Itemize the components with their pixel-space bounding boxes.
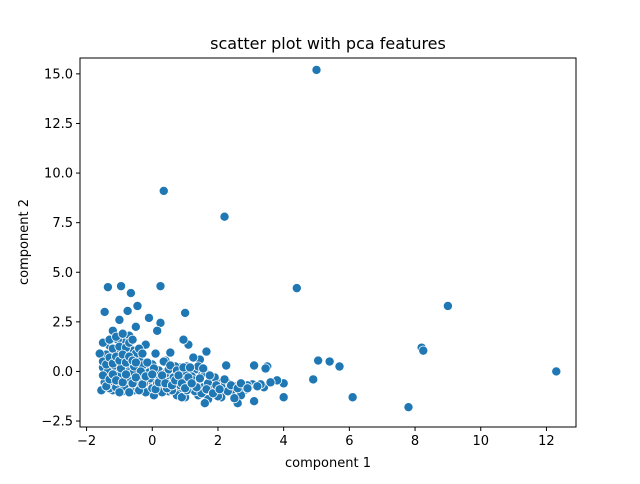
y-tick-label: 0.0	[52, 365, 73, 380]
scatter-point	[131, 373, 140, 382]
x-tick-label: 6	[345, 434, 353, 449]
scatter-point	[148, 370, 157, 379]
scatter-point	[156, 282, 165, 291]
scatter-point	[309, 375, 318, 384]
y-tick-label: 15.0	[44, 67, 73, 82]
scatter-point	[100, 307, 109, 316]
scatter-point	[131, 358, 140, 367]
scatter-point	[404, 403, 413, 412]
scatter-point	[335, 362, 344, 371]
scatter-point	[220, 212, 229, 221]
x-tick-label: 10	[472, 434, 489, 449]
y-axis-ticks: −2.5 0.0 2.5 5.0 7.5 10.0 12.5 15.0	[41, 67, 80, 429]
scatter-point	[166, 348, 175, 357]
scatter-point	[144, 313, 153, 322]
x-tick-label: 0	[148, 434, 156, 449]
y-tick-label: −2.5	[41, 415, 73, 430]
scatter-point	[121, 370, 130, 379]
y-tick-label: 2.5	[52, 315, 73, 330]
scatter-point	[103, 283, 112, 292]
y-tick-label: 7.5	[52, 216, 73, 231]
x-tick-label: 8	[411, 434, 419, 449]
scatter-point	[348, 393, 357, 402]
points-layer	[95, 65, 561, 411]
x-tick-label: −2	[77, 434, 96, 449]
scatter-point	[199, 364, 208, 373]
scatter-point	[266, 378, 275, 387]
scatter-point	[314, 356, 323, 365]
scatter-point	[189, 353, 198, 362]
scatter-point	[138, 349, 147, 358]
scatter-point	[187, 379, 196, 388]
scatter-point	[552, 367, 561, 376]
scatter-point	[253, 382, 262, 391]
scatter-point	[200, 399, 209, 408]
scatter-point	[126, 288, 135, 297]
scatter-point	[195, 374, 204, 383]
scatter-point	[131, 322, 140, 331]
y-tick-label: 12.5	[44, 117, 73, 132]
scatter-point	[419, 346, 428, 355]
scatter-point	[261, 364, 270, 373]
scatter-point	[443, 301, 452, 310]
scatter-point	[181, 308, 190, 317]
scatter-point	[123, 306, 132, 315]
x-tick-label: 12	[538, 434, 555, 449]
scatter-point	[115, 388, 124, 397]
scatter-point	[292, 284, 301, 293]
y-axis-label: component 2	[17, 199, 32, 285]
scatter-point	[279, 393, 288, 402]
scatter-point	[133, 301, 142, 310]
scatter-point	[243, 384, 252, 393]
scatter-point	[202, 347, 211, 356]
x-axis-ticks: −2 0 2 4 6 8 10 12	[77, 427, 555, 449]
scatter-point	[312, 65, 321, 74]
scatter-point	[115, 315, 124, 324]
scatter-point	[325, 357, 334, 366]
scatter-point	[249, 361, 258, 370]
scatter-point	[128, 335, 137, 344]
scatter-point	[116, 282, 125, 291]
scatter-point	[215, 385, 224, 394]
scatter-point	[179, 335, 188, 344]
x-tick-label: 2	[214, 434, 222, 449]
scatter-point	[125, 388, 134, 397]
scatter-point	[230, 394, 239, 403]
y-tick-label: 5.0	[52, 266, 73, 281]
scatter-point	[249, 397, 258, 406]
scatter-point	[205, 371, 214, 380]
scatter-point	[159, 186, 168, 195]
scatter-point	[153, 326, 162, 335]
scatter-point	[185, 363, 194, 372]
chart-title: scatter plot with pca features	[210, 34, 446, 53]
x-tick-label: 4	[280, 434, 288, 449]
y-tick-label: 10.0	[44, 167, 73, 182]
scatter-point	[118, 329, 127, 338]
scatter-point	[222, 361, 231, 370]
scatter-point	[151, 349, 160, 358]
x-axis-label: component 1	[285, 456, 371, 471]
